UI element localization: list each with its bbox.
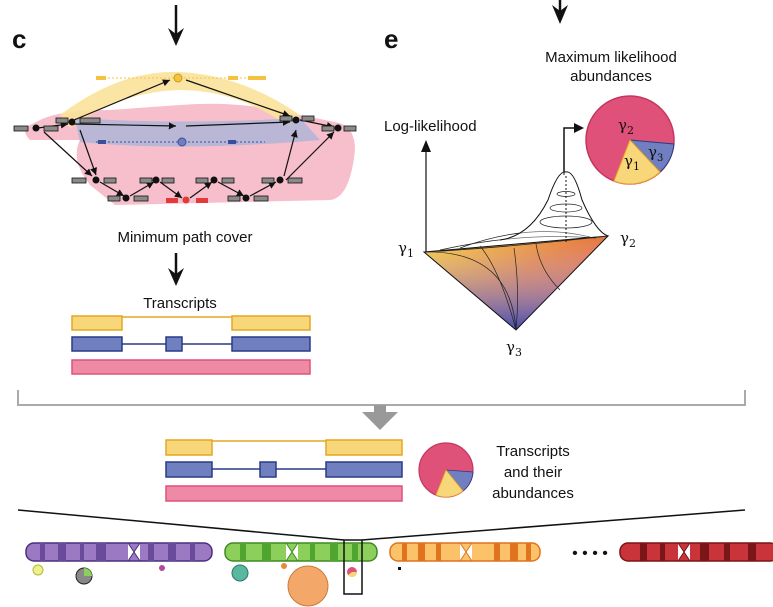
merge-bracket [17,390,746,430]
zoom-box [343,539,363,595]
legend-line3: abundances [492,485,574,502]
chromosome-orange [389,542,541,562]
down-arrow-icon [168,5,184,46]
chromosome-green [224,542,378,562]
final-transcripts [165,439,403,502]
pie-gamma1: γ1 [624,152,640,173]
zoom-line-right [361,509,746,541]
chromosome-ellipsis: • • • • [572,545,608,562]
path-cover-caption: Minimum path cover [117,229,252,246]
simplex-surface [422,171,610,331]
ml-abundance-pie [585,95,675,185]
vertex-gamma2: γ2 [620,229,636,250]
panel-label-e: e [384,24,398,54]
panel-label-c: c [12,24,26,54]
pie-gamma3: γ3 [648,143,663,164]
pie-title-line2: abundances [570,68,652,85]
chromosome-purple [25,542,213,562]
zoom-line-left [17,509,345,541]
y-axis-arrow [421,140,431,252]
chromosome-red [619,542,773,562]
transcript-models [71,315,311,375]
down-arrow-icon [552,0,568,24]
vertex-gamma1: γ1 [398,239,414,260]
legend-line2: and their [504,464,562,481]
vertex-gamma3: γ3 [506,338,522,359]
locus-bubbles [32,563,401,607]
pie-gamma2: γ2 [618,116,634,137]
down-arrow-icon [168,253,184,286]
loglik-axis-label: Log-likelihood [384,118,477,135]
legend-line1: Transcripts [496,443,570,460]
path-cover-graph [13,71,357,205]
pie-title-line1: Maximum likelihood [545,49,677,66]
pointer-arrow-icon [563,123,584,175]
final-abundance-pie [418,442,474,498]
transcripts-title: Transcripts [143,295,217,312]
